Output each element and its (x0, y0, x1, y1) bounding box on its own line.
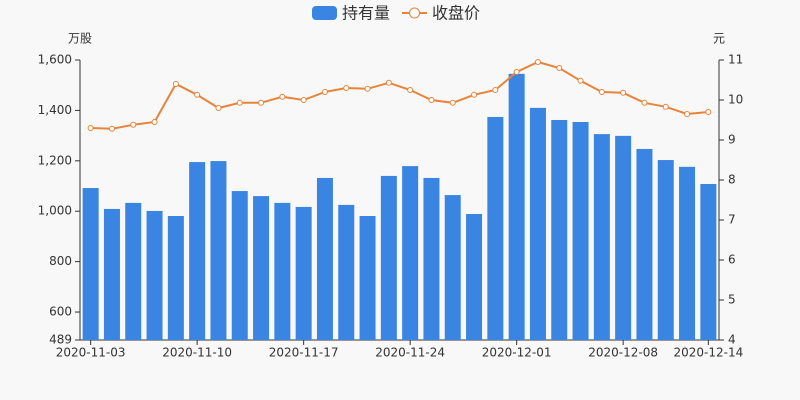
price-point (513, 69, 520, 75)
price-line (90, 60, 709, 130)
price-point (492, 87, 499, 93)
bar (700, 183, 717, 340)
x-tick-label: 2020-11-24 (375, 346, 445, 360)
bar (551, 119, 568, 340)
x-tick-label: 2020-12-08 (588, 346, 658, 360)
bar (466, 213, 483, 340)
legend-swatch (312, 6, 337, 20)
bar (572, 121, 589, 340)
y2-tick-label: 5 (728, 293, 736, 307)
y-tick-label: 1,200 (38, 153, 72, 167)
y2-tick-label: 8 (728, 173, 736, 187)
bar (167, 216, 184, 340)
y-tick-label: 800 (49, 254, 72, 268)
price-point (151, 119, 158, 125)
bar (423, 177, 440, 340)
bar (146, 210, 163, 340)
bar (380, 175, 397, 340)
bar (231, 191, 248, 340)
price-point (577, 77, 584, 84)
y-tick-label: 1,600 (38, 53, 72, 67)
bar (103, 208, 120, 340)
price-point (215, 105, 222, 111)
bar (338, 204, 355, 340)
y-unit: 万股 (68, 32, 92, 46)
bar (316, 177, 333, 340)
bar (679, 166, 696, 340)
y2-tick-label: 6 (728, 253, 736, 267)
legend-item[interactable]: 收盘价 (402, 4, 480, 23)
price-point (620, 89, 627, 96)
y2-tick-label: 9 (728, 133, 736, 147)
legend-item[interactable]: 持有量 (312, 4, 390, 23)
bar (487, 116, 504, 340)
price-point (385, 79, 392, 86)
price-point (534, 59, 541, 65)
price-point (172, 81, 179, 87)
y2-tick-label: 4 (728, 333, 736, 347)
price-point (279, 93, 286, 100)
y-tick-label: 1,000 (38, 204, 72, 218)
y-tick-label: 489 (49, 333, 72, 347)
price-point (684, 111, 691, 117)
bar (253, 196, 270, 340)
price-point (364, 85, 371, 92)
bar (210, 161, 227, 340)
price-point (236, 99, 243, 106)
bar (529, 107, 546, 340)
legend: 持有量 收盘价 (312, 4, 480, 23)
bar (636, 148, 653, 340)
bar (444, 195, 461, 340)
price-point (556, 65, 563, 71)
bar (593, 134, 610, 340)
price-point (428, 97, 435, 103)
price-point (194, 91, 201, 98)
price-point (300, 97, 307, 103)
x-tick-label: 2020-12-01 (482, 346, 552, 360)
y2-tick-label: 10 (728, 93, 743, 107)
legend-label: 持有量 (342, 4, 390, 23)
y2-tick-label: 7 (728, 213, 736, 227)
price-point (641, 99, 648, 106)
bar (402, 166, 419, 340)
legend-swatch-point (409, 7, 421, 19)
legend-label: 收盘价 (432, 4, 480, 23)
x-tick-label: 2020-11-17 (269, 346, 339, 360)
y2-tick-label: 11 (728, 53, 743, 67)
bar (359, 216, 376, 340)
price-point (471, 91, 478, 98)
price-point (108, 125, 115, 132)
price-point (662, 103, 669, 110)
bar (615, 135, 632, 340)
bar (657, 160, 674, 340)
price-point (130, 121, 137, 128)
bar (274, 202, 291, 340)
x-tick-label: 2020-11-10 (162, 346, 232, 360)
price-point (321, 89, 328, 95)
y-tick-label: 600 (49, 305, 72, 319)
price-point (705, 109, 712, 115)
y2-unit: 元 (713, 32, 725, 46)
bar (125, 202, 142, 340)
price-point (449, 99, 456, 106)
price-point (598, 89, 605, 95)
x-tick-label: 2020-12-14 (673, 346, 743, 360)
price-point (258, 99, 265, 106)
price-point (343, 85, 350, 91)
bar (82, 188, 99, 340)
price-point (87, 125, 94, 131)
x-tick-label: 2020-11-03 (56, 346, 126, 360)
price-point (407, 87, 414, 93)
bar (295, 206, 312, 340)
bar (508, 73, 525, 340)
bar (189, 162, 206, 340)
y-tick-label: 1,400 (38, 103, 72, 117)
